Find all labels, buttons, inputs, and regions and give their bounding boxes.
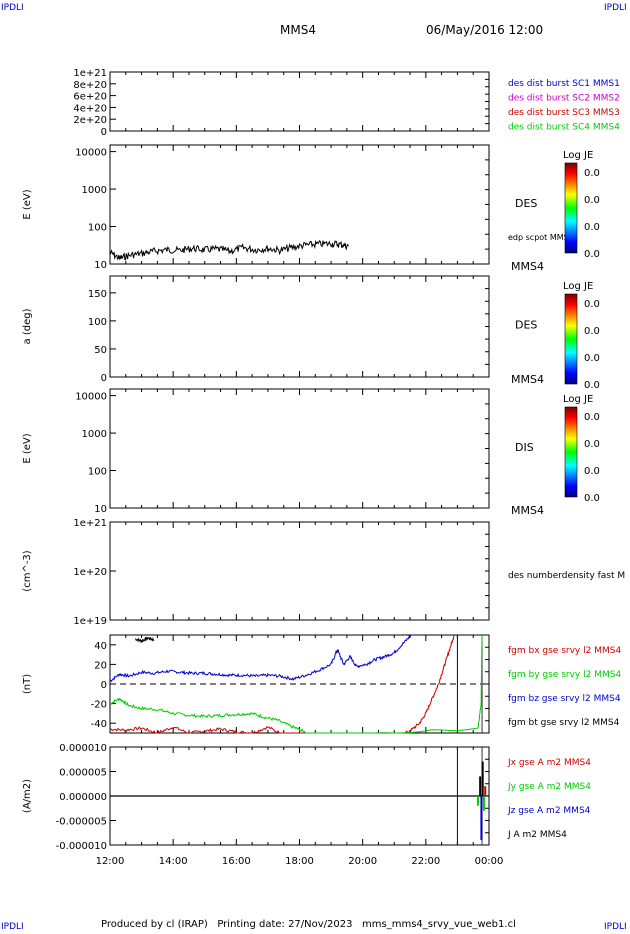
- y-tick-label: 0: [101, 373, 107, 384]
- colorbar-tick-label: 0.0: [584, 466, 600, 477]
- side-label: DES: [515, 319, 537, 332]
- y-tick-label: -0.000010: [56, 841, 107, 852]
- footer-text: Produced by cl (IRAP) Printing date: 27/…: [101, 919, 516, 930]
- y-axis-label: (nT): [22, 674, 33, 694]
- y-axis-label: (cm^-3): [22, 550, 33, 591]
- legend-entry: J A m2 MMS4: [507, 830, 567, 840]
- y-tick-label: -40: [91, 719, 107, 730]
- fgm-series-00cc00: [109, 634, 483, 734]
- y-tick-label: 100: [88, 223, 107, 234]
- legend-entry: fgm by gse srvy l2 MMS4: [508, 670, 621, 680]
- x-tick-label: 18:00: [285, 856, 314, 867]
- y-tick-label: 20: [94, 660, 107, 671]
- fgm-series-000000: [135, 636, 155, 644]
- panel-frame-density: [109, 521, 490, 621]
- y-tick-label: 0.000000: [59, 792, 107, 803]
- colorbar-tick-label: 0.0: [584, 412, 600, 423]
- y-tick-label: 1e+21: [73, 518, 107, 529]
- colorbar-title: Log JE: [563, 150, 593, 161]
- side-label: DIS: [515, 441, 534, 454]
- colorbar-tick-label: 0.0: [584, 439, 600, 450]
- bottom-label: MMS4: [511, 260, 544, 273]
- y-axis-label: E (eV): [22, 433, 33, 463]
- y-tick-label: 100: [88, 467, 107, 478]
- panel-frame-des-pitch: [109, 275, 490, 378]
- y-tick-label: 0.000010: [59, 743, 107, 754]
- legend-entry: fgm bz gse srvy l2 MMS4: [508, 694, 621, 704]
- colorbar: [564, 293, 578, 385]
- x-tick-label: 22:00: [411, 856, 440, 867]
- legend-entry: des dist burst SC4 MMS4: [508, 123, 620, 133]
- x-tick-label: 00:00: [475, 856, 504, 867]
- side-label: DES: [515, 197, 537, 210]
- legend-entry: Jx gse A m2 MMS4: [507, 758, 591, 768]
- fgm-series-0000cc: [109, 634, 414, 683]
- y-tick-label: 4e+20: [73, 103, 107, 114]
- y-tick-label: 0: [101, 127, 107, 138]
- legend-entry: des dist burst SC3 MMS3: [508, 108, 620, 118]
- colorbar: [564, 406, 578, 498]
- legend-entry: des numberdensity fast M: [508, 571, 625, 581]
- y-tick-label: 50: [94, 345, 107, 356]
- y-tick-label: 1e+21: [73, 68, 107, 79]
- y-axis-label: a (deg): [22, 308, 33, 344]
- y-axis-label: E (eV): [22, 189, 33, 219]
- x-tick-label: 20:00: [348, 856, 377, 867]
- bottom-label: MMS4: [511, 504, 544, 517]
- colorbar-tick-label: 0.0: [584, 299, 600, 310]
- y-tick-label: 0.000005: [59, 768, 107, 779]
- colorbar-tick-label: 0.0: [584, 222, 600, 233]
- spacecraft-title: MMS4: [280, 23, 316, 37]
- legend-entry: fgm bx gse srvy l2 MMS4: [508, 646, 621, 656]
- spacecraft-potential-line: [109, 239, 349, 261]
- y-tick-label: -20: [91, 700, 107, 711]
- colorbar-tick-label: 0.0: [584, 168, 600, 179]
- colorbar-tick-label: 0.0: [584, 249, 600, 260]
- colorbar-tick-label: 0.0: [584, 326, 600, 337]
- y-axis-label: (A/m2): [22, 779, 33, 813]
- corner-label-bottom-left: IPDLI: [1, 922, 24, 932]
- colorbar: [564, 162, 578, 254]
- y-tick-label: 40: [94, 641, 107, 652]
- y-tick-label: 1000: [82, 429, 107, 440]
- y-tick-label: 1e+19: [73, 616, 107, 627]
- y-tick-label: 0: [101, 680, 107, 691]
- legend-entry: Jz gse A m2 MMS4: [507, 806, 591, 816]
- corner-label-bottom-right: IPDLI: [604, 922, 627, 932]
- x-tick-label: 14:00: [159, 856, 188, 867]
- legend-entry: Jy gse A m2 MMS4: [507, 782, 591, 792]
- y-tick-label: 10: [94, 260, 107, 271]
- panel-frame-dis-energy: [109, 388, 490, 509]
- y-tick-label: 10: [94, 504, 107, 515]
- y-tick-label: 150: [88, 289, 107, 300]
- y-tick-label: 1000: [82, 185, 107, 196]
- corner-label-top-right: IPDLI: [604, 3, 627, 13]
- colorbar-tick-label: 0.0: [584, 493, 600, 504]
- colorbar-tick-label: 0.0: [584, 353, 600, 364]
- y-tick-label: 1e+20: [73, 567, 107, 578]
- legend-entry: des dist burst SC2 MMS2: [508, 94, 620, 104]
- x-tick-label: 16:00: [222, 856, 251, 867]
- y-tick-label: 6e+20: [73, 92, 107, 103]
- date-title: 06/May/2016 12:00: [426, 23, 544, 37]
- y-tick-label: -0.000005: [56, 817, 107, 828]
- y-tick-label: 8e+20: [73, 80, 107, 91]
- y-tick-label: 100: [88, 317, 107, 328]
- colorbar-tick-label: 0.0: [584, 195, 600, 206]
- x-tick-label: 12:00: [96, 856, 125, 867]
- y-tick-label: 10000: [75, 392, 107, 403]
- colorbar-title: Log JE: [563, 394, 593, 405]
- y-tick-label: 10000: [75, 148, 107, 159]
- colorbar-tick-label: 0.0: [584, 380, 600, 391]
- bottom-label: MMS4: [511, 373, 544, 386]
- colorbar-title: Log JE: [563, 281, 593, 292]
- corner-label-top-left: IPDLI: [1, 3, 24, 13]
- legend-entry: des dist burst SC1 MMS1: [508, 79, 620, 89]
- panel-frame-des-dist-burst: [109, 71, 490, 132]
- side-sub-label: edp scpot MMS4: [508, 233, 574, 242]
- y-tick-label: 2e+20: [73, 115, 107, 126]
- legend-entry: fgm bt gse srvy l2 MMS4: [508, 718, 620, 728]
